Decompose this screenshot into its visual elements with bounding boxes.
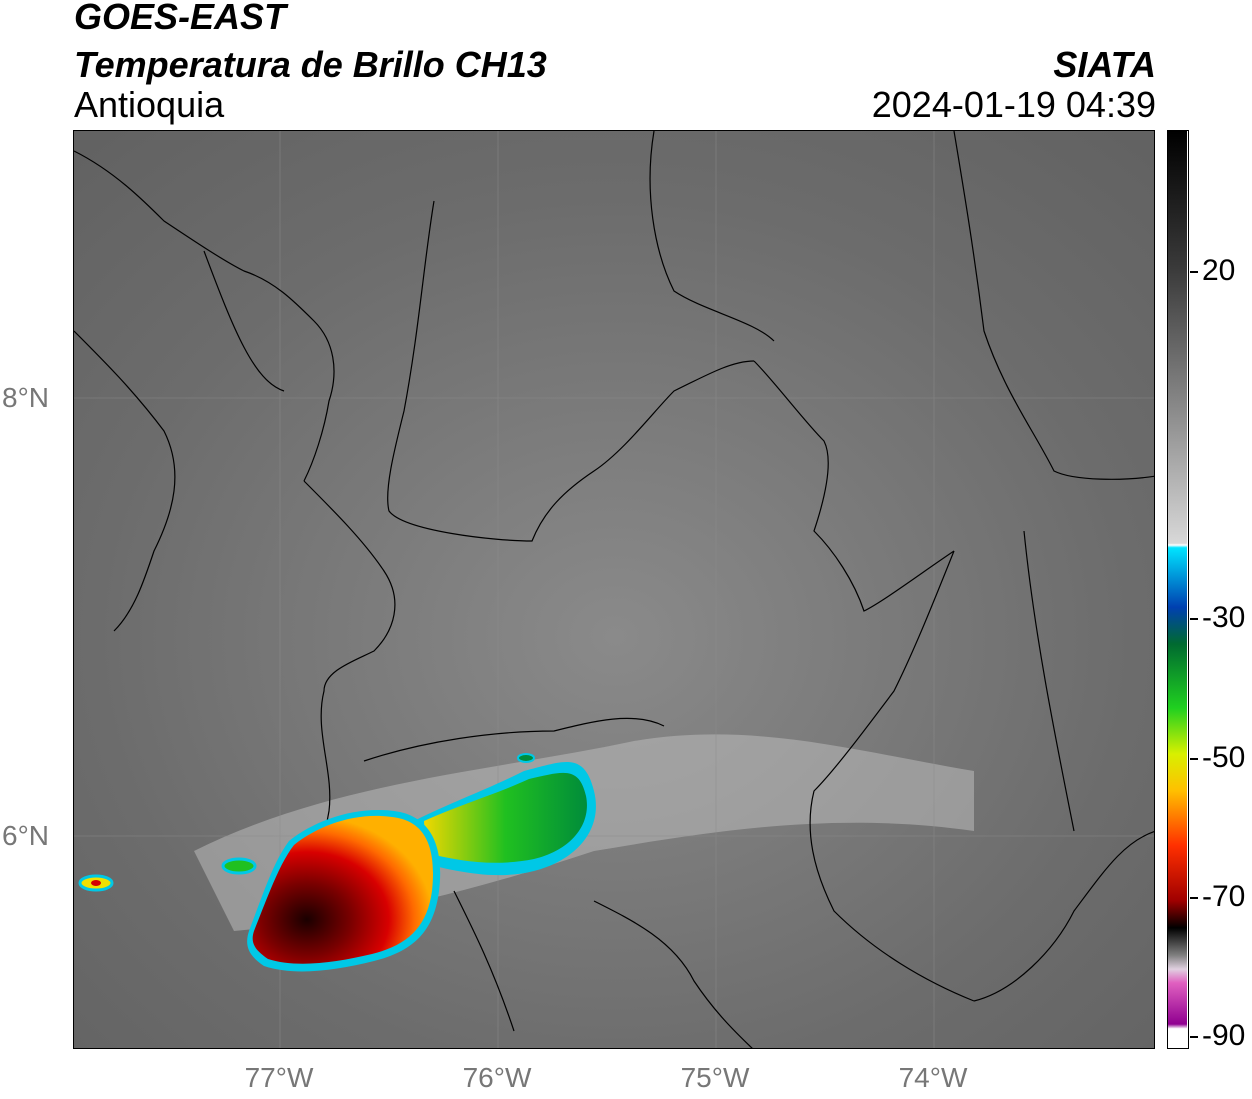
small-cell-center bbox=[221, 857, 257, 875]
colorbar-tick bbox=[1190, 618, 1198, 620]
datetime-label: 2024-01-19 04:39 bbox=[871, 84, 1156, 125]
storm-tail-green bbox=[424, 772, 587, 863]
lon-label-75w: 75°W bbox=[680, 1062, 750, 1093]
boundaries bbox=[74, 131, 1154, 1048]
small-cell-east bbox=[517, 753, 535, 763]
temperature-colorbar bbox=[1167, 130, 1189, 1049]
colorbar-tick bbox=[1190, 897, 1198, 899]
product-title: GOES-EAST bbox=[74, 0, 287, 37]
satellite-map[interactable] bbox=[73, 130, 1155, 1049]
graticule bbox=[74, 131, 1154, 1048]
lat-label-6n: 6°N bbox=[2, 820, 49, 851]
colorbar-label-minus30: -30 bbox=[1202, 601, 1246, 634]
region-label: Antioquia bbox=[74, 84, 225, 125]
product-subtitle: Temperatura de Brillo CH13 bbox=[74, 44, 547, 85]
map-canvas bbox=[74, 131, 1154, 1048]
brand-label: SIATA bbox=[1053, 44, 1156, 85]
lon-label-77w: 77°W bbox=[244, 1062, 314, 1093]
colorbar-label-minus90: -90 bbox=[1202, 1019, 1246, 1052]
lon-label-76w: 76°W bbox=[462, 1062, 532, 1093]
lon-label-74w: 74°W bbox=[898, 1062, 968, 1093]
colorbar-tick bbox=[1190, 271, 1198, 273]
colorbar-tick bbox=[1190, 1036, 1198, 1038]
colorbar-label-minus50: -50 bbox=[1202, 741, 1246, 774]
storm-core bbox=[252, 815, 433, 964]
colorbar-label-minus70: -70 bbox=[1202, 880, 1246, 913]
colorbar-label-20: 20 bbox=[1202, 254, 1236, 287]
colorbar-tick bbox=[1190, 758, 1198, 760]
lat-label-8n: 8°N bbox=[2, 382, 49, 413]
